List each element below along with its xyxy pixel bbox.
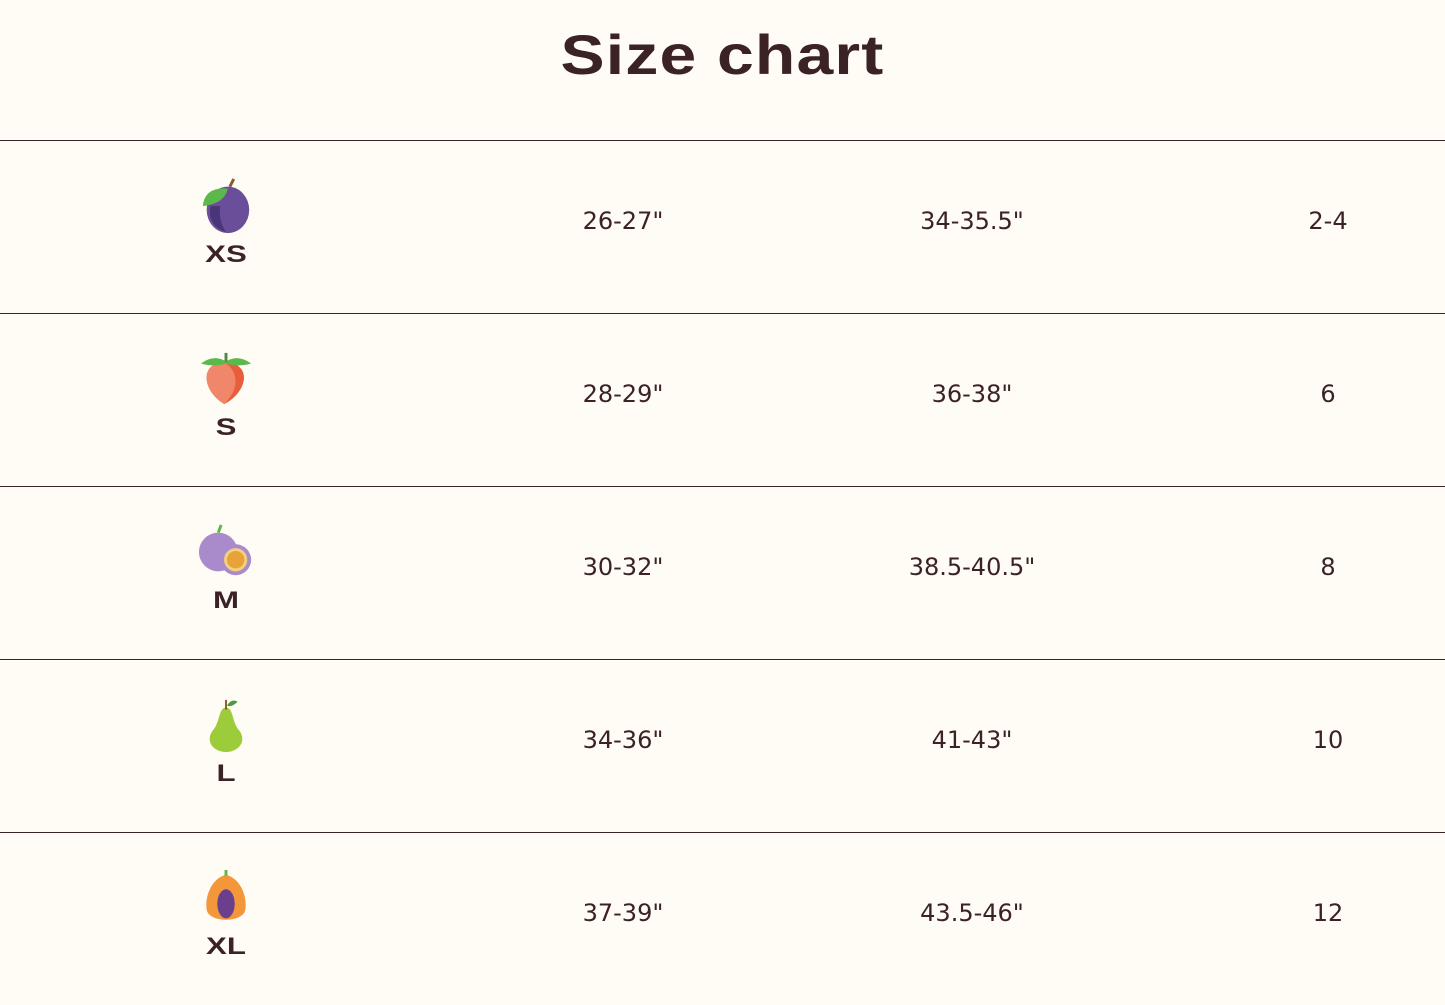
size-label: M — [213, 587, 239, 614]
table-row: S 28-29" 36-38" 6 — [0, 313, 1445, 486]
measurement-3: 2-4 — [1308, 207, 1348, 235]
size-cell: S — [176, 350, 276, 442]
table-row: L 34-36" 41-43" 10 — [0, 659, 1445, 832]
measurement-2: 38.5-40.5" — [908, 553, 1036, 581]
measurement-2: 43.5-46" — [920, 899, 1024, 927]
size-table: XS 26-27" 34-35.5" 2-4 S 28-29" 36-38" 6… — [0, 140, 1445, 1005]
measurement-3: 8 — [1320, 553, 1336, 581]
papaya-icon — [206, 869, 246, 920]
table-row: XL 37-39" 43.5-46" 12 — [0, 832, 1445, 1005]
plum-icon — [202, 178, 250, 234]
measurement-2: 41-43" — [931, 726, 1013, 754]
size-label: L — [216, 760, 236, 787]
table-row: XS 26-27" 34-35.5" 2-4 — [0, 140, 1445, 313]
size-label: S — [215, 414, 237, 441]
measurement-1: 34-36" — [582, 726, 664, 754]
measurement-3: 12 — [1312, 899, 1344, 927]
pear-icon — [209, 699, 243, 753]
size-cell: L — [176, 696, 276, 788]
measurement-1: 28-29" — [582, 380, 664, 408]
measurement-3: 10 — [1312, 726, 1344, 754]
measurement-1: 26-27" — [582, 207, 664, 235]
size-label: XL — [206, 933, 246, 960]
measurement-2: 34-35.5" — [920, 207, 1024, 235]
size-cell: XL — [176, 869, 276, 961]
size-cell: XS — [176, 177, 276, 269]
measurement-2: 36-38" — [931, 380, 1013, 408]
measurement-1: 37-39" — [582, 899, 664, 927]
table-row: M 30-32" 38.5-40.5" 8 — [0, 486, 1445, 659]
page-title: Size chart — [560, 23, 885, 86]
measurement-3: 6 — [1320, 380, 1336, 408]
passion-fruit-icon — [198, 524, 252, 576]
measurement-1: 30-32" — [582, 553, 664, 581]
size-cell: M — [176, 523, 276, 615]
peach-icon — [200, 352, 252, 405]
size-label: XS — [205, 241, 247, 268]
